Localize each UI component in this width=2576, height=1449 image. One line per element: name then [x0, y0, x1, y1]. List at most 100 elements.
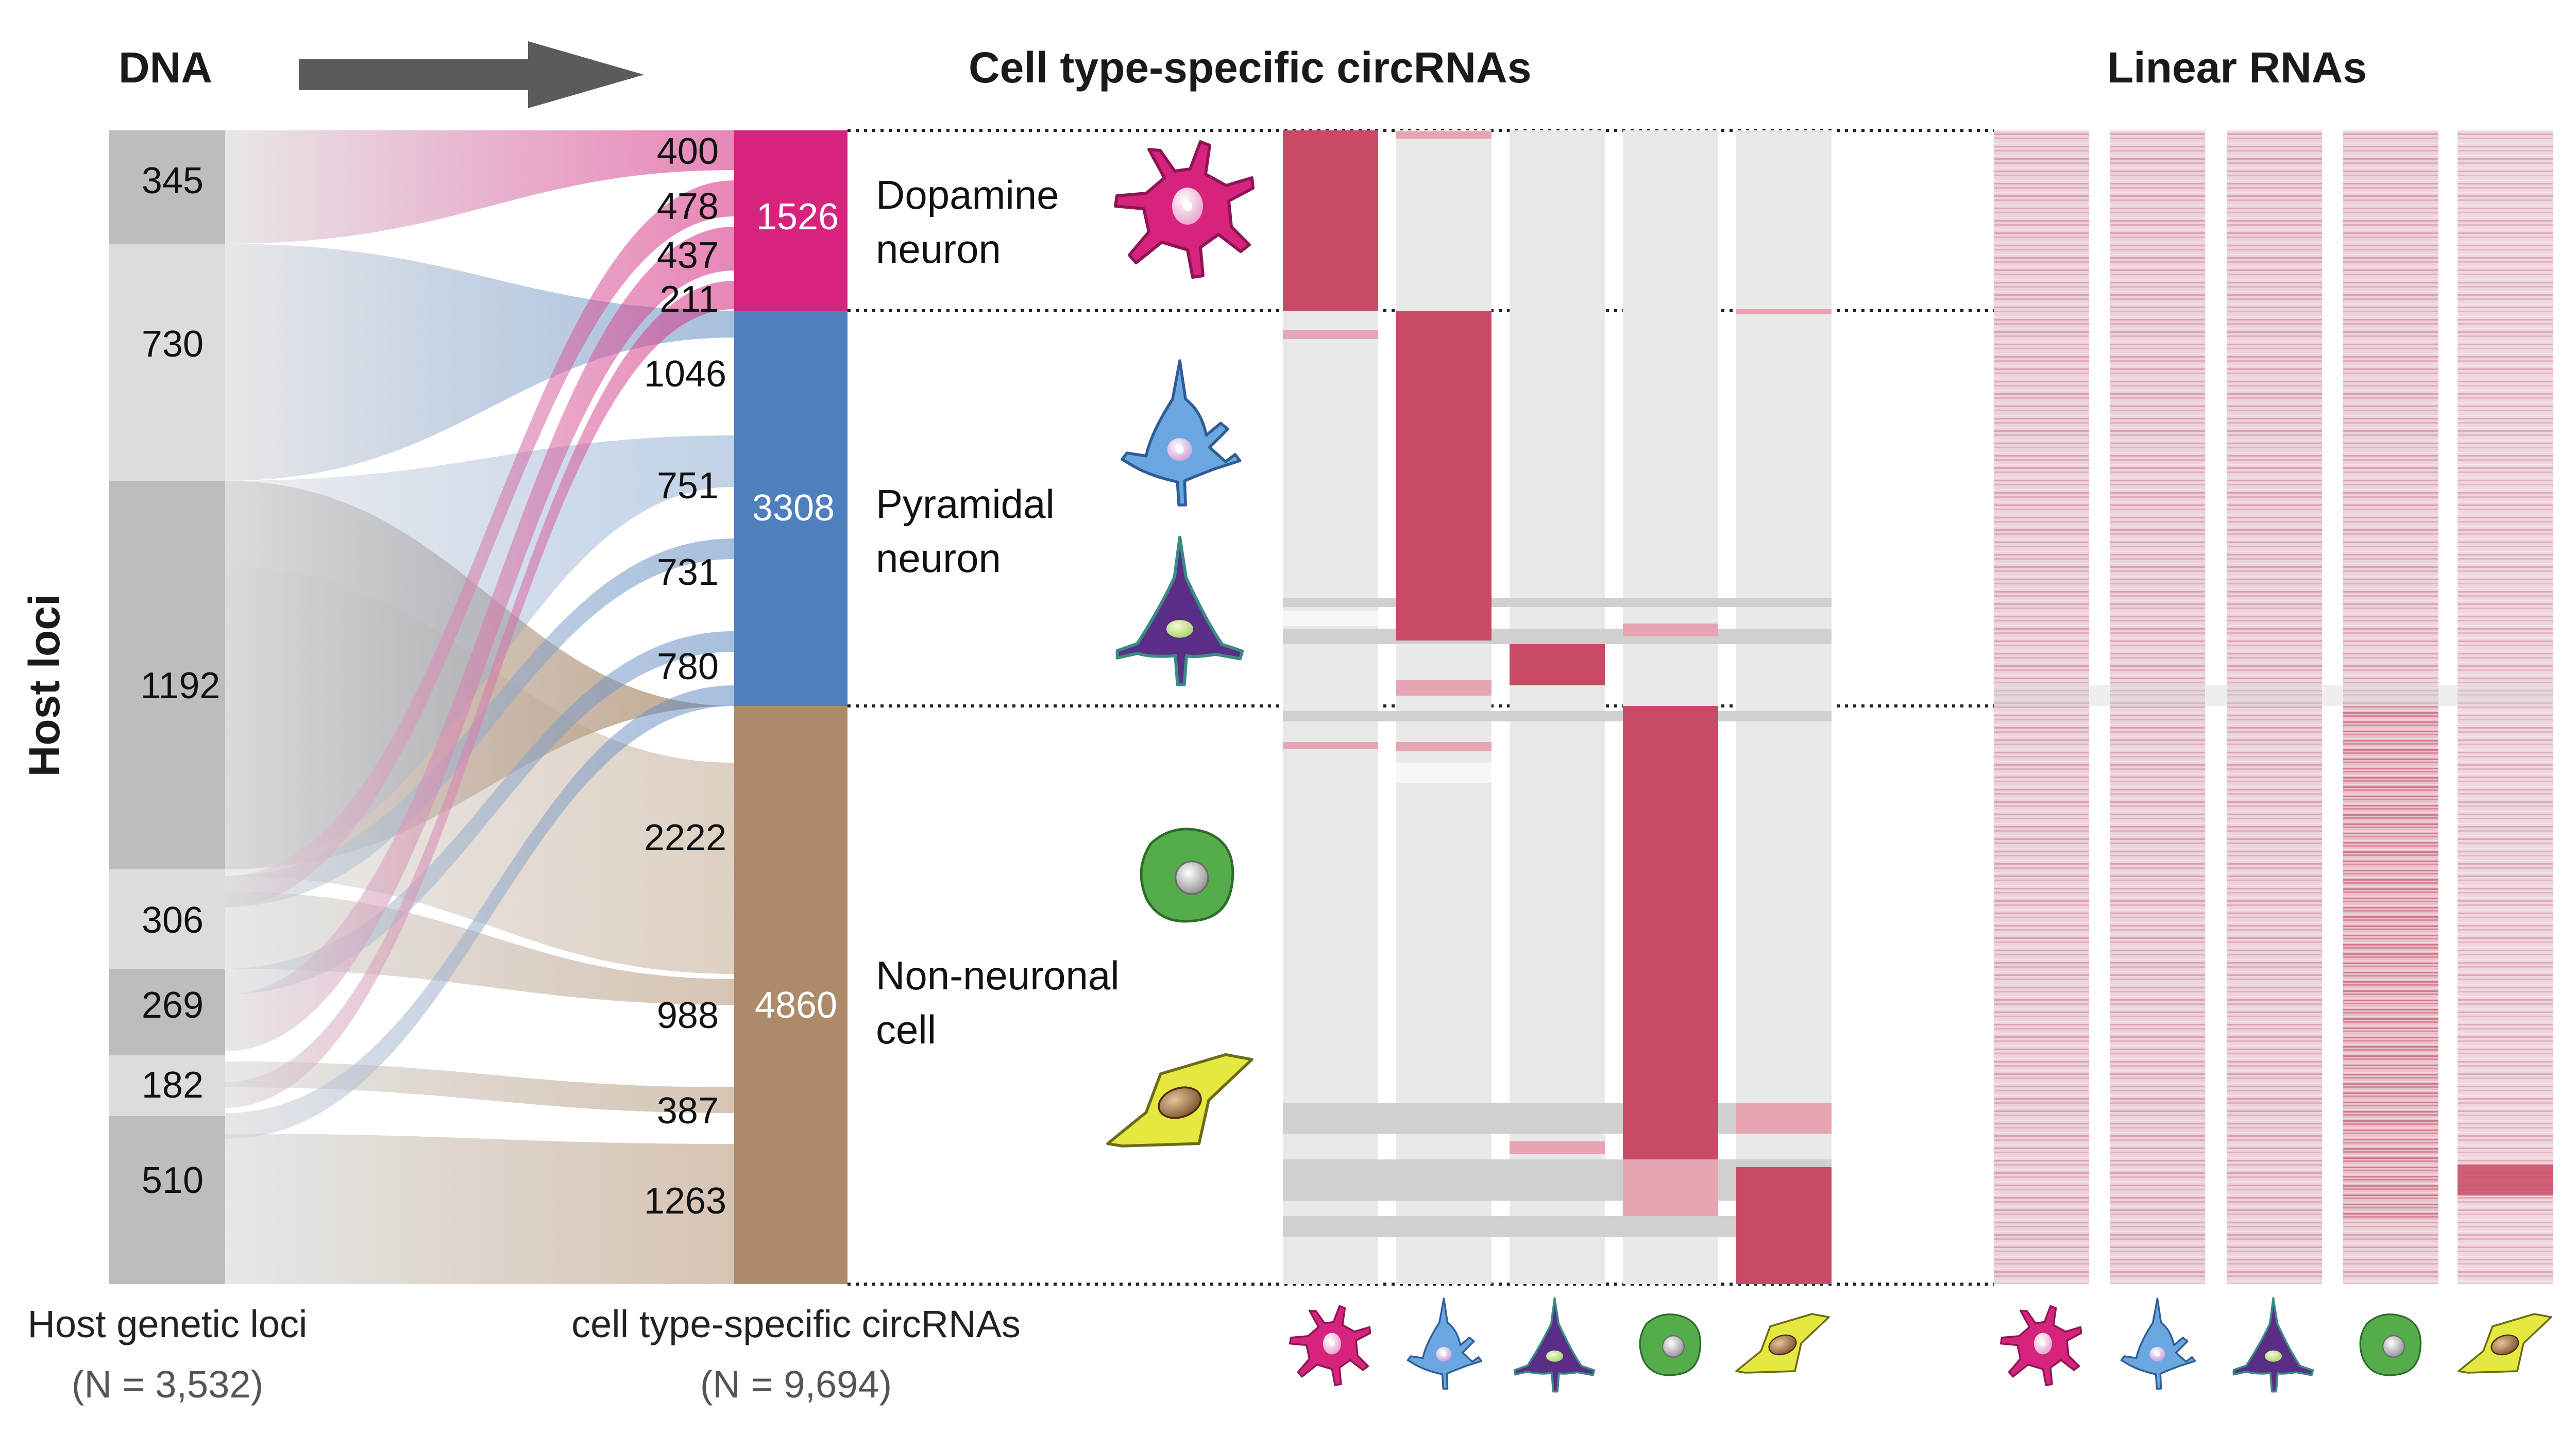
host-loci-footer-title: Host genetic loci: [28, 1303, 308, 1345]
flow-count: 780: [657, 646, 719, 687]
group-total: 1526: [756, 196, 839, 238]
pyramidal-neuron-purple-icon: [1117, 537, 1243, 685]
flow-count: 2222: [644, 817, 726, 858]
group-label-line1: Pyramidal: [876, 481, 1055, 527]
group-label-line1: Non-neuronal: [876, 953, 1120, 998]
sankey-flows: [225, 130, 734, 1284]
flow-count: 437: [657, 235, 719, 276]
group-label-line2: neuron: [876, 226, 1001, 272]
group-label-line2: neuron: [876, 535, 1001, 581]
circrna-header: Cell type-specific circRNAs: [969, 43, 1531, 92]
linear-heatmap-column: [2227, 130, 2322, 1284]
group-label-line2: cell: [876, 1007, 936, 1052]
dopamine-neuron-icon: [1289, 1305, 1371, 1386]
non-neuronal-yellow-cell-icon: [2458, 1313, 2552, 1374]
non-neuronal-yellow-cell-icon: [1735, 1313, 1830, 1374]
group-separators: [848, 129, 1994, 1286]
locus-block: [109, 1116, 225, 1284]
circrna-footer-n: (N = 9,694): [700, 1363, 892, 1406]
linear-heatmap-band: [1994, 685, 2553, 706]
heatmap-column: [1283, 130, 1378, 1284]
locus-count: 182: [142, 1065, 204, 1106]
heatmap-column: [1736, 130, 1832, 1284]
pyramidal-neuron-blue-icon: [1406, 1298, 1483, 1390]
locus-count: 345: [142, 160, 204, 201]
flow-count: 988: [657, 995, 719, 1036]
flow-count: 211: [659, 279, 719, 320]
heatmap-band: [1283, 611, 1378, 626]
flow-ribbon: [225, 631, 734, 995]
heatmap-trace: [1623, 624, 1718, 636]
locus-count: 306: [142, 900, 204, 941]
flow-count: 731: [657, 552, 719, 593]
heatmap-band: [1283, 629, 1832, 644]
heatmap-trace: [1736, 309, 1832, 314]
pyramidal-neuron-blue-icon: [1122, 361, 1240, 505]
linear-heatmap-dense-region: [2343, 706, 2438, 1221]
pyramidal-neuron-purple-icon: [1514, 1297, 1596, 1393]
flow-count: 1046: [644, 353, 726, 395]
linear-rna-header: Linear RNAs: [2107, 43, 2367, 92]
linear-heatmap-column: [2110, 130, 2205, 1284]
host-loci-column: [109, 130, 225, 1284]
flow-ribbon: [225, 685, 734, 1139]
heatmap-trace: [1510, 1141, 1605, 1154]
locus-block: [109, 244, 225, 481]
non-neuronal-yellow-cell-icon: [1108, 1055, 1252, 1146]
non-neuronal-round-cell-icon: [1639, 1313, 1702, 1376]
locus-count: 730: [142, 324, 204, 365]
dopamine-neuron-icon: [2000, 1305, 2082, 1386]
flow-count: 478: [657, 186, 719, 227]
heatmap-trace: [1396, 742, 1492, 751]
dopamine-total-bar: [734, 130, 848, 311]
flow-ribbon: [225, 1134, 734, 1284]
heatmap-column: [1510, 130, 1605, 1284]
locus-count: 269: [142, 985, 204, 1026]
circrna-footer-title: cell type-specific circRNAs: [571, 1303, 1021, 1345]
locus-count: 1192: [141, 665, 221, 706]
flow-ribbon: [225, 227, 734, 1051]
linear-rna-heatmap: [1994, 130, 2553, 1284]
flow-count: 387: [657, 1090, 719, 1132]
flow-count: 751: [657, 465, 719, 507]
heatmap-trace: [1396, 131, 1492, 139]
locus-block: [109, 130, 225, 244]
locus-block: [109, 969, 225, 1055]
group-total: 4860: [755, 985, 837, 1026]
circrna-heatmap: [1283, 130, 1832, 1284]
flow-count: 1263: [644, 1181, 726, 1222]
flow-count: 400: [657, 131, 719, 172]
heatmap-block-pyramidal-blue: [1396, 311, 1492, 641]
host-loci-footer-n: (N = 3,532): [72, 1363, 263, 1406]
flow-ribbon: [225, 130, 734, 244]
non-neuronal-round-cell-icon: [2359, 1313, 2422, 1376]
heatmap-band: [1283, 598, 1832, 607]
non-neuronal-round-cell-icon: [1141, 829, 1233, 921]
heatmap-band: [1283, 711, 1832, 721]
locus-block: [109, 1055, 225, 1116]
pyramidal-neuron-purple-icon: [2232, 1297, 2314, 1393]
dna-header: DNA: [118, 43, 212, 92]
heatmap-trace: [1396, 680, 1492, 696]
heatmap-trace: [1623, 1159, 1718, 1216]
heatmap-trace: [1736, 1103, 1832, 1134]
heatmap-block-nonneuronal-round: [1623, 706, 1718, 1159]
locus-count: 510: [142, 1160, 204, 1201]
locus-block: [109, 481, 225, 869]
heatmap-block-pyramidal-purple: [1510, 644, 1605, 685]
linear-heatmap-highlight: [2458, 1165, 2553, 1195]
non-neuronal-total-bar: [734, 706, 848, 1284]
heatmap-block-dopamine: [1283, 130, 1378, 311]
heatmap-block-nonneuronal-yellow: [1736, 1167, 1832, 1284]
heatmap-trace: [1283, 742, 1378, 749]
heatmap-trace: [1283, 330, 1378, 339]
group-label-line1: Dopamine: [876, 172, 1059, 217]
pyramidal-neuron-blue-icon: [2120, 1298, 2196, 1390]
group-total: 3308: [752, 487, 835, 529]
host-loci-axis-label: Host loci: [20, 594, 69, 777]
direction-arrow: [299, 41, 644, 108]
linear-heatmap-column: [1994, 130, 2089, 1284]
dopamine-neuron-icon: [1115, 142, 1253, 277]
pyramidal-total-bar: [734, 311, 848, 706]
